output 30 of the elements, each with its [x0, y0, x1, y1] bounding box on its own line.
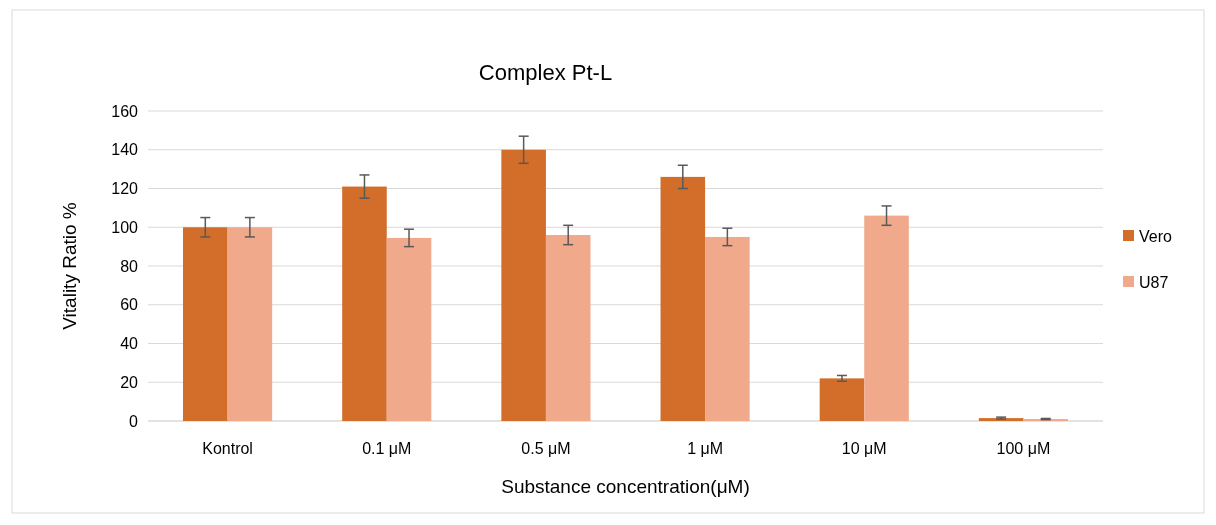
bar	[501, 149, 546, 421]
y-tick-label: 160	[111, 102, 139, 120]
x-tick-label: 0.1 μM	[362, 440, 412, 457]
y-tick-label: 100	[111, 218, 139, 236]
y-tick-label: 120	[111, 180, 139, 198]
legend-label: Vero	[1139, 227, 1173, 245]
x-tick-label: Kontrol	[202, 440, 253, 457]
bar	[660, 176, 706, 421]
bar	[183, 227, 228, 421]
y-tick-label: 40	[120, 335, 139, 353]
x-tick-label: 1 μM	[687, 440, 724, 457]
y-tick-label: 0	[129, 412, 139, 430]
y-axis-title: Vitality Ratio %	[59, 202, 80, 330]
bar	[864, 215, 909, 421]
x-axis-title: Substance concentration(μM)	[501, 476, 750, 497]
y-tick-label: 20	[120, 373, 139, 391]
bar	[386, 237, 432, 421]
bar	[705, 236, 750, 421]
x-tick-label: 0.5 μM	[521, 440, 571, 457]
legend-label: U87	[1139, 273, 1169, 291]
bar	[545, 235, 591, 421]
y-tick-label: 140	[111, 141, 139, 159]
x-tick-label: 10 μM	[841, 440, 887, 457]
bar	[227, 227, 273, 421]
x-tick-label: 100 μM	[996, 440, 1051, 457]
bar	[342, 186, 387, 421]
chart-title: Complex Pt-L	[478, 60, 613, 85]
y-tick-label: 60	[120, 296, 139, 314]
bar	[819, 378, 865, 421]
y-tick-label: 80	[120, 257, 139, 275]
